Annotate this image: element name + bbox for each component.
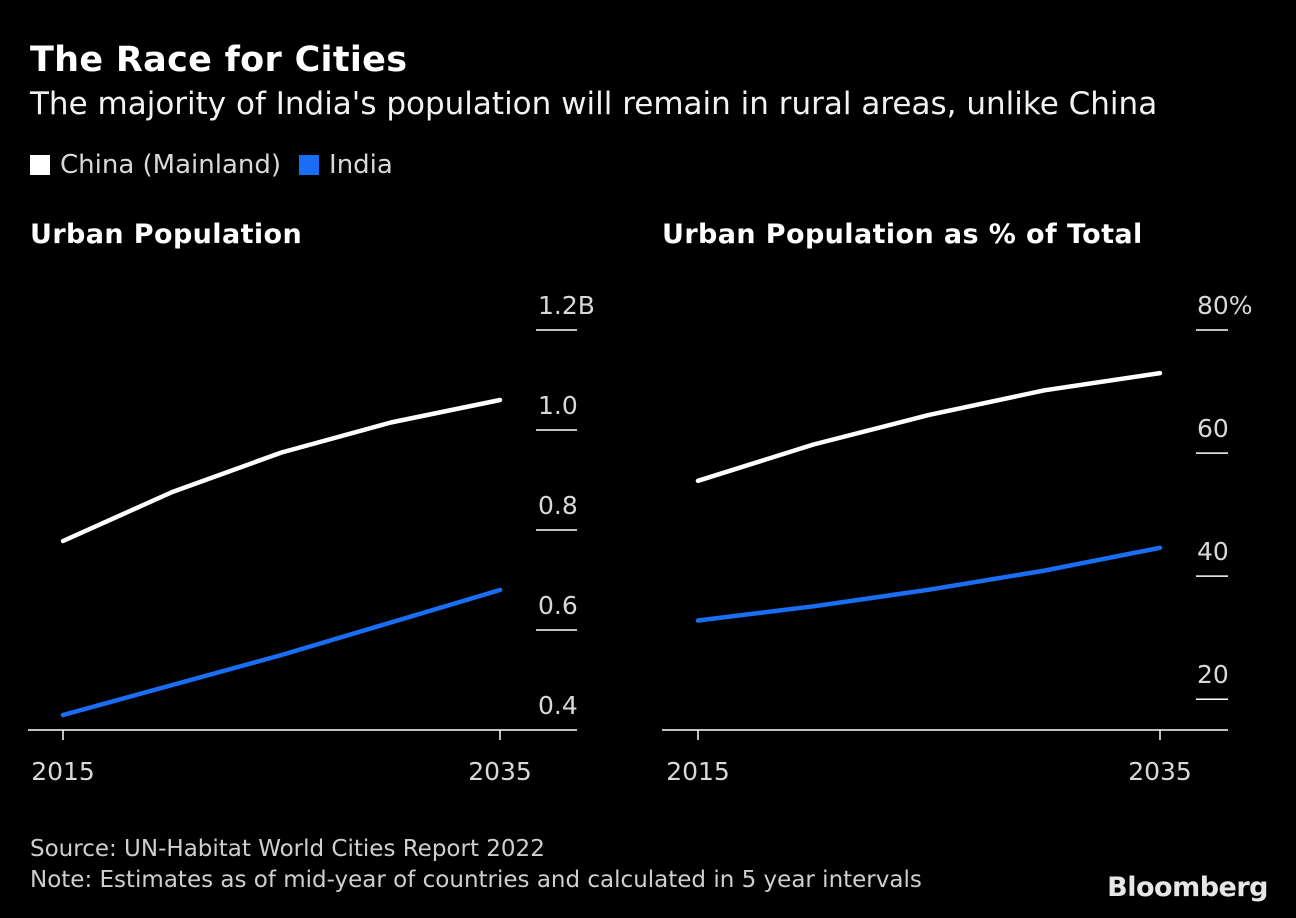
legend-item-india: India <box>299 150 393 180</box>
chart-title: The Race for Cities <box>30 40 408 80</box>
x-tick-label-urban-population: 2035 <box>468 757 532 786</box>
y-tick-label-urban-population: 0.6 <box>538 591 578 620</box>
methodology-note: Note: Estimates as of mid-year of countr… <box>30 867 922 893</box>
x-tick-label-urban-population: 2015 <box>31 757 95 786</box>
y-tick-label-urban-share: 60 <box>1197 414 1229 443</box>
series-line-india-urban-share <box>695 545 1163 623</box>
panel-title-urban-share: Urban Population as % of Total <box>662 219 1143 250</box>
chart-subtitle: The majority of India's population will … <box>30 86 1158 122</box>
panel-title-urban-population: Urban Population <box>30 219 303 250</box>
legend-label-china: China (Mainland) <box>60 150 282 180</box>
x-tick-label-urban-share: 2015 <box>666 757 730 786</box>
legend-label-india: India <box>329 150 393 180</box>
y-tick-label-urban-population: 1.0 <box>538 391 578 420</box>
y-tick-label-urban-population: 1.2B <box>538 291 595 320</box>
y-tick-label-urban-population: 0.4 <box>538 691 578 720</box>
legend-swatch-india <box>299 155 320 175</box>
legend-swatch-china <box>30 155 50 175</box>
series-line-china-urban-share <box>695 370 1163 484</box>
y-tick-label-urban-share: 40 <box>1197 537 1229 566</box>
legend-item-china: China (Mainland) <box>30 150 281 180</box>
series-line-china-urban-population <box>60 397 503 544</box>
y-tick-label-urban-share: 80% <box>1197 291 1253 320</box>
bloomberg-logo: Bloomberg <box>1107 872 1268 903</box>
series-line-india-urban-population <box>60 587 503 718</box>
y-tick-label-urban-population: 0.8 <box>538 491 578 520</box>
x-tick-label-urban-share: 2035 <box>1128 757 1192 786</box>
y-tick-label-urban-share: 20 <box>1197 660 1229 689</box>
legend: China (Mainland) India <box>30 150 411 180</box>
source-note: Source: UN-Habitat World Cities Report 2… <box>30 836 545 862</box>
